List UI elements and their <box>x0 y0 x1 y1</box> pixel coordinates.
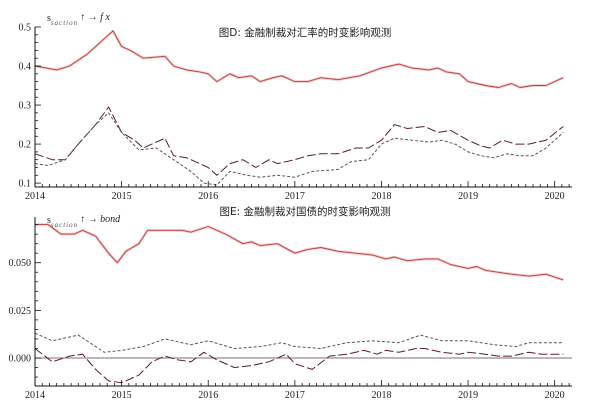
y-tick-label: 0.3 <box>19 101 32 112</box>
series-line <box>34 348 564 384</box>
x-tick-label: 2017 <box>285 390 305 400</box>
x-tick-label: 2015 <box>112 390 132 400</box>
y-tick-label: 0.4 <box>19 62 32 73</box>
x-tick-label: 2019 <box>458 390 478 400</box>
x-tick-label: 2017 <box>285 191 305 202</box>
x-tick-label: 2014 <box>25 191 45 202</box>
chart-title: 图E: 金融制裁对国债的时变影响观测 <box>219 205 390 218</box>
series-line <box>34 30 564 88</box>
x-tick-label: 2016 <box>198 390 218 400</box>
chart-title: 图D: 金融制裁对汇率的时变影响观测 <box>219 26 391 39</box>
y-tick-label: 0.025 <box>9 306 32 317</box>
y-tick-label: 0.2 <box>19 140 32 151</box>
x-tick-label: 2020 <box>545 191 565 202</box>
x-tick-label: 2020 <box>545 390 565 400</box>
chart-exchange-rate: 图D: 金融制裁对汇率的时变影响观测 0.1 0.2 0.3 0.4 0.5 2014 20… <box>19 12 572 202</box>
x-tick-label: 2018 <box>371 191 391 202</box>
x-tick-label: 2016 <box>198 191 218 202</box>
y-tick-label: 0.050 <box>9 258 32 269</box>
x-tick-label: 2014 <box>25 390 45 400</box>
y-tick-label: 0.1 <box>19 179 32 190</box>
series-line <box>34 332 564 353</box>
y-axis-label: ssaction ↑ → bond <box>47 214 121 229</box>
x-tick-label: 2018 <box>371 390 391 400</box>
x-tick-label: 2015 <box>112 191 132 202</box>
series-line <box>34 112 564 186</box>
y-tick-label: 0.5 <box>19 23 32 34</box>
x-tick-label: 2019 <box>458 191 478 202</box>
chart-bond: 图E: 金融制裁对国债的时变影响观测 0.000 0.025 0.050 2014 20… <box>9 205 572 400</box>
y-axis-label: ssaction ↑ → f x <box>47 12 110 27</box>
series-line <box>35 224 564 281</box>
y-tick-label: 0.000 <box>9 353 32 364</box>
series-line <box>34 106 564 176</box>
